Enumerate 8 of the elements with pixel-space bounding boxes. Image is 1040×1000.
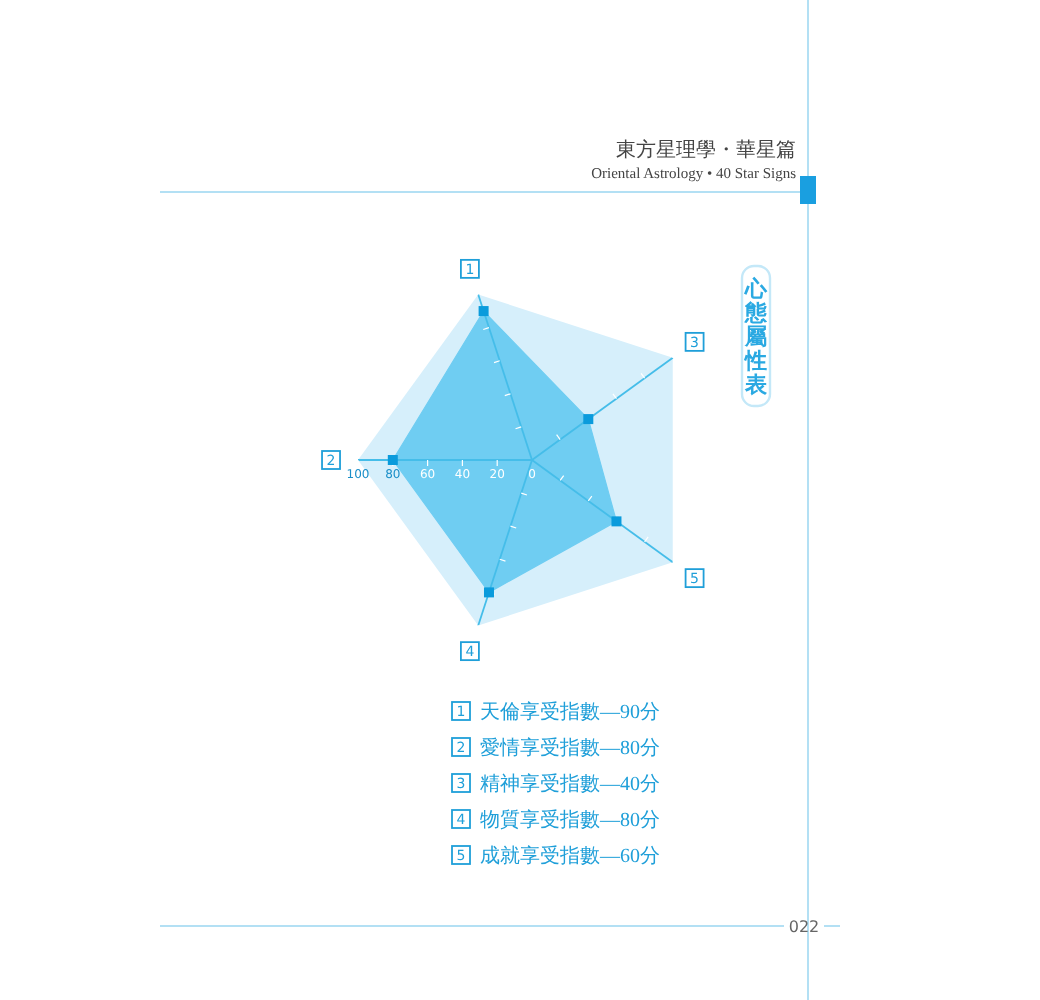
text: 愛情享受指數—80分 [480, 736, 660, 760]
text: 心態屬性表 [743, 276, 769, 398]
text: 天倫享受指數—90分 [480, 700, 660, 724]
text: 成就享受指數—60分 [480, 844, 660, 868]
text: 東方星理學・華星篇 [616, 138, 796, 162]
text: 物質享受指數—80分 [480, 808, 660, 832]
text: 精神享受指數—40分 [480, 772, 660, 796]
text: 022 [788, 918, 820, 936]
